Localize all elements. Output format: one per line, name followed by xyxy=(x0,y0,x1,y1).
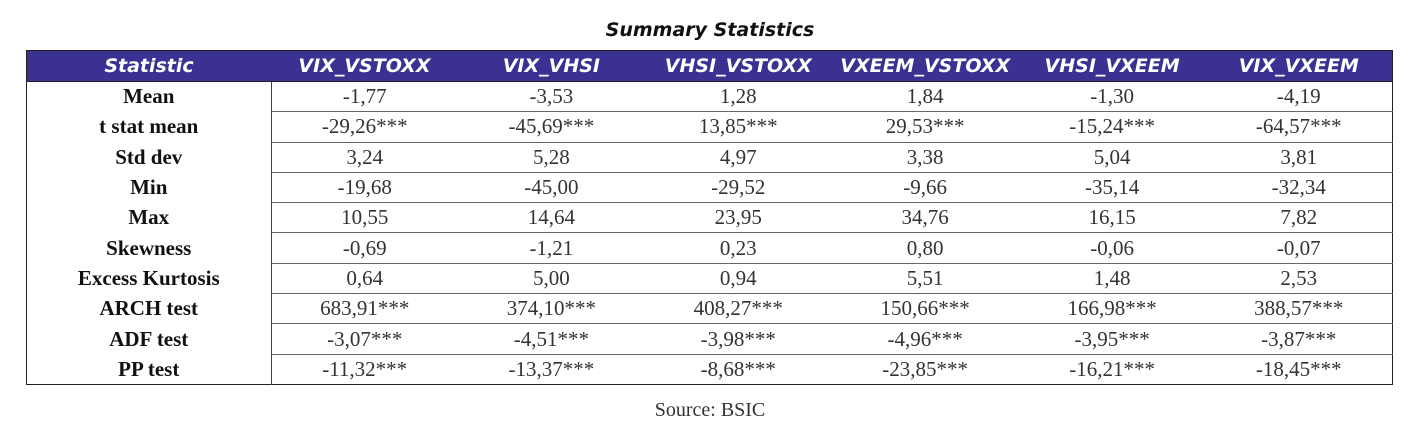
row-label: Skewness xyxy=(26,232,272,264)
table-cell: -3,53 xyxy=(457,80,645,112)
table-cell: 150,66*** xyxy=(831,293,1019,324)
row-label: Max xyxy=(26,202,272,233)
table-cell: -13,37*** xyxy=(457,353,645,385)
row-label: ADF test xyxy=(26,323,272,355)
table-cell: -45,00 xyxy=(457,171,645,203)
table-cell: 3,38 xyxy=(831,141,1019,173)
table-cell: 388,57*** xyxy=(1205,293,1393,324)
column-header: VXEEM_VSTOXX xyxy=(831,50,1019,82)
table-cell: 5,00 xyxy=(457,262,645,294)
table-cell: 374,10*** xyxy=(457,293,645,324)
table-cell: -1,21 xyxy=(457,232,645,264)
row-label: PP test xyxy=(26,354,272,385)
table-cell: -0,07 xyxy=(1205,232,1393,264)
table-cell: -1,30 xyxy=(1018,80,1206,112)
table-cell: 10,55 xyxy=(271,202,458,233)
column-header: Statistic xyxy=(26,50,271,82)
table-cell: 0,23 xyxy=(644,232,832,264)
table-cell: -3,98*** xyxy=(644,323,832,355)
table-row: ADF test -3,07*** -4,51*** -3,98*** -4,96***… xyxy=(26,323,1393,355)
table-cell: 16,15 xyxy=(1018,202,1206,233)
table-cell: 683,91*** xyxy=(271,293,458,324)
table-cell: -45,69*** xyxy=(457,111,645,143)
source-note: Source: BSIC xyxy=(654,399,766,421)
table-cell: -16,21*** xyxy=(1018,353,1206,385)
table-cell: -4,96*** xyxy=(831,323,1019,355)
table-cell: 0,94 xyxy=(644,262,832,294)
table-cell: -11,32*** xyxy=(271,353,458,385)
table-cell: -4,51*** xyxy=(457,323,645,355)
column-header: VHSI_VXEEM xyxy=(1018,50,1206,82)
row-label: ARCH test xyxy=(26,293,272,324)
column-header: VIX_VXEEM xyxy=(1205,50,1393,82)
row-label: Min xyxy=(26,172,272,203)
table-cell: -23,85*** xyxy=(831,353,1019,385)
table-cell: 14,64 xyxy=(457,202,645,233)
summary-statistics-table: Statistic VIX_VSTOXX VIX_VHSI VHSI_VSTOXX VX… xyxy=(26,50,1393,385)
table-row: Skewness -0,69 -1,21 0,23 0,80 -0,06 -0,07 xyxy=(26,232,1393,264)
table-row: PP test -11,32*** -13,37*** -8,68*** -23,85*… xyxy=(26,353,1393,385)
table-cell: 0,64 xyxy=(271,262,458,294)
table-title: Summary Statistics xyxy=(605,19,815,41)
table-cell: -3,07*** xyxy=(271,323,458,355)
table-cell: 3,81 xyxy=(1205,141,1393,173)
table-cell: 23,95 xyxy=(644,202,832,233)
table-cell: -29,52 xyxy=(644,171,832,203)
row-label: Mean xyxy=(26,81,272,112)
table-cell: 29,53*** xyxy=(831,111,1019,143)
table-cell: -1,77 xyxy=(271,80,458,112)
table-cell: -9,66 xyxy=(831,171,1019,203)
row-label: Std dev xyxy=(26,142,272,173)
table-cell: 4,97 xyxy=(644,141,832,173)
table-cell: 1,28 xyxy=(644,80,832,112)
table-row: Excess Kurtosis 0,64 5,00 0,94 5,51 1,48 2,53 xyxy=(26,262,1393,294)
table-cell: 1,84 xyxy=(831,80,1019,112)
table-cell: 5,28 xyxy=(457,141,645,173)
table-cell: 34,76 xyxy=(831,202,1019,233)
table-row: Std dev 3,24 5,28 4,97 3,38 5,04 3,81 xyxy=(26,141,1393,173)
table-cell: -32,34 xyxy=(1205,171,1393,203)
table-row: t stat mean -29,26*** -45,69*** 13,85*** 29,… xyxy=(26,111,1393,143)
table-cell: 166,98*** xyxy=(1018,293,1206,324)
table-cell: 5,51 xyxy=(831,262,1019,294)
table-cell: -0,69 xyxy=(271,232,458,264)
table-cell: -8,68*** xyxy=(644,353,832,385)
table-cell: -15,24*** xyxy=(1018,111,1206,143)
table-cell: 408,27*** xyxy=(644,293,832,324)
row-label: t stat mean xyxy=(26,111,272,143)
table-cell: 1,48 xyxy=(1018,262,1206,294)
table-cell: -4,19 xyxy=(1205,80,1393,112)
table-cell: 13,85*** xyxy=(644,111,832,143)
table-cell: -29,26*** xyxy=(271,111,458,143)
column-header: VIX_VSTOXX xyxy=(271,50,458,82)
row-label: Excess Kurtosis xyxy=(26,263,272,294)
table-cell: 3,24 xyxy=(271,141,458,173)
table-cell: -64,57*** xyxy=(1205,111,1393,143)
column-header: VHSI_VSTOXX xyxy=(644,50,832,82)
table-cell: -0,06 xyxy=(1018,232,1206,264)
table-row: Max 10,55 14,64 23,95 34,76 16,15 7,82 xyxy=(26,202,1393,233)
table-row: ARCH test 683,91*** 374,10*** 408,27*** 150,… xyxy=(26,293,1393,324)
column-header: VIX_VHSI xyxy=(457,50,645,82)
table-cell: -3,95*** xyxy=(1018,323,1206,355)
table-cell: -35,14 xyxy=(1018,171,1206,203)
table-cell: 5,04 xyxy=(1018,141,1206,173)
table-row: Mean -1,77 -3,53 1,28 1,84 -1,30 -4,19 xyxy=(26,80,1393,112)
table-cell: -19,68 xyxy=(271,171,458,203)
table-cell: -3,87*** xyxy=(1205,323,1393,355)
table-cell: 7,82 xyxy=(1205,202,1393,233)
table-cell: 0,80 xyxy=(831,232,1019,264)
table-cell: -18,45*** xyxy=(1205,353,1393,385)
table-row: Min -19,68 -45,00 -29,52 -9,66 -35,14 -32,34 xyxy=(26,171,1393,203)
table-cell: 2,53 xyxy=(1205,262,1393,294)
header-row: Statistic VIX_VSTOXX VIX_VHSI VHSI_VSTOXX VX… xyxy=(26,50,1393,82)
